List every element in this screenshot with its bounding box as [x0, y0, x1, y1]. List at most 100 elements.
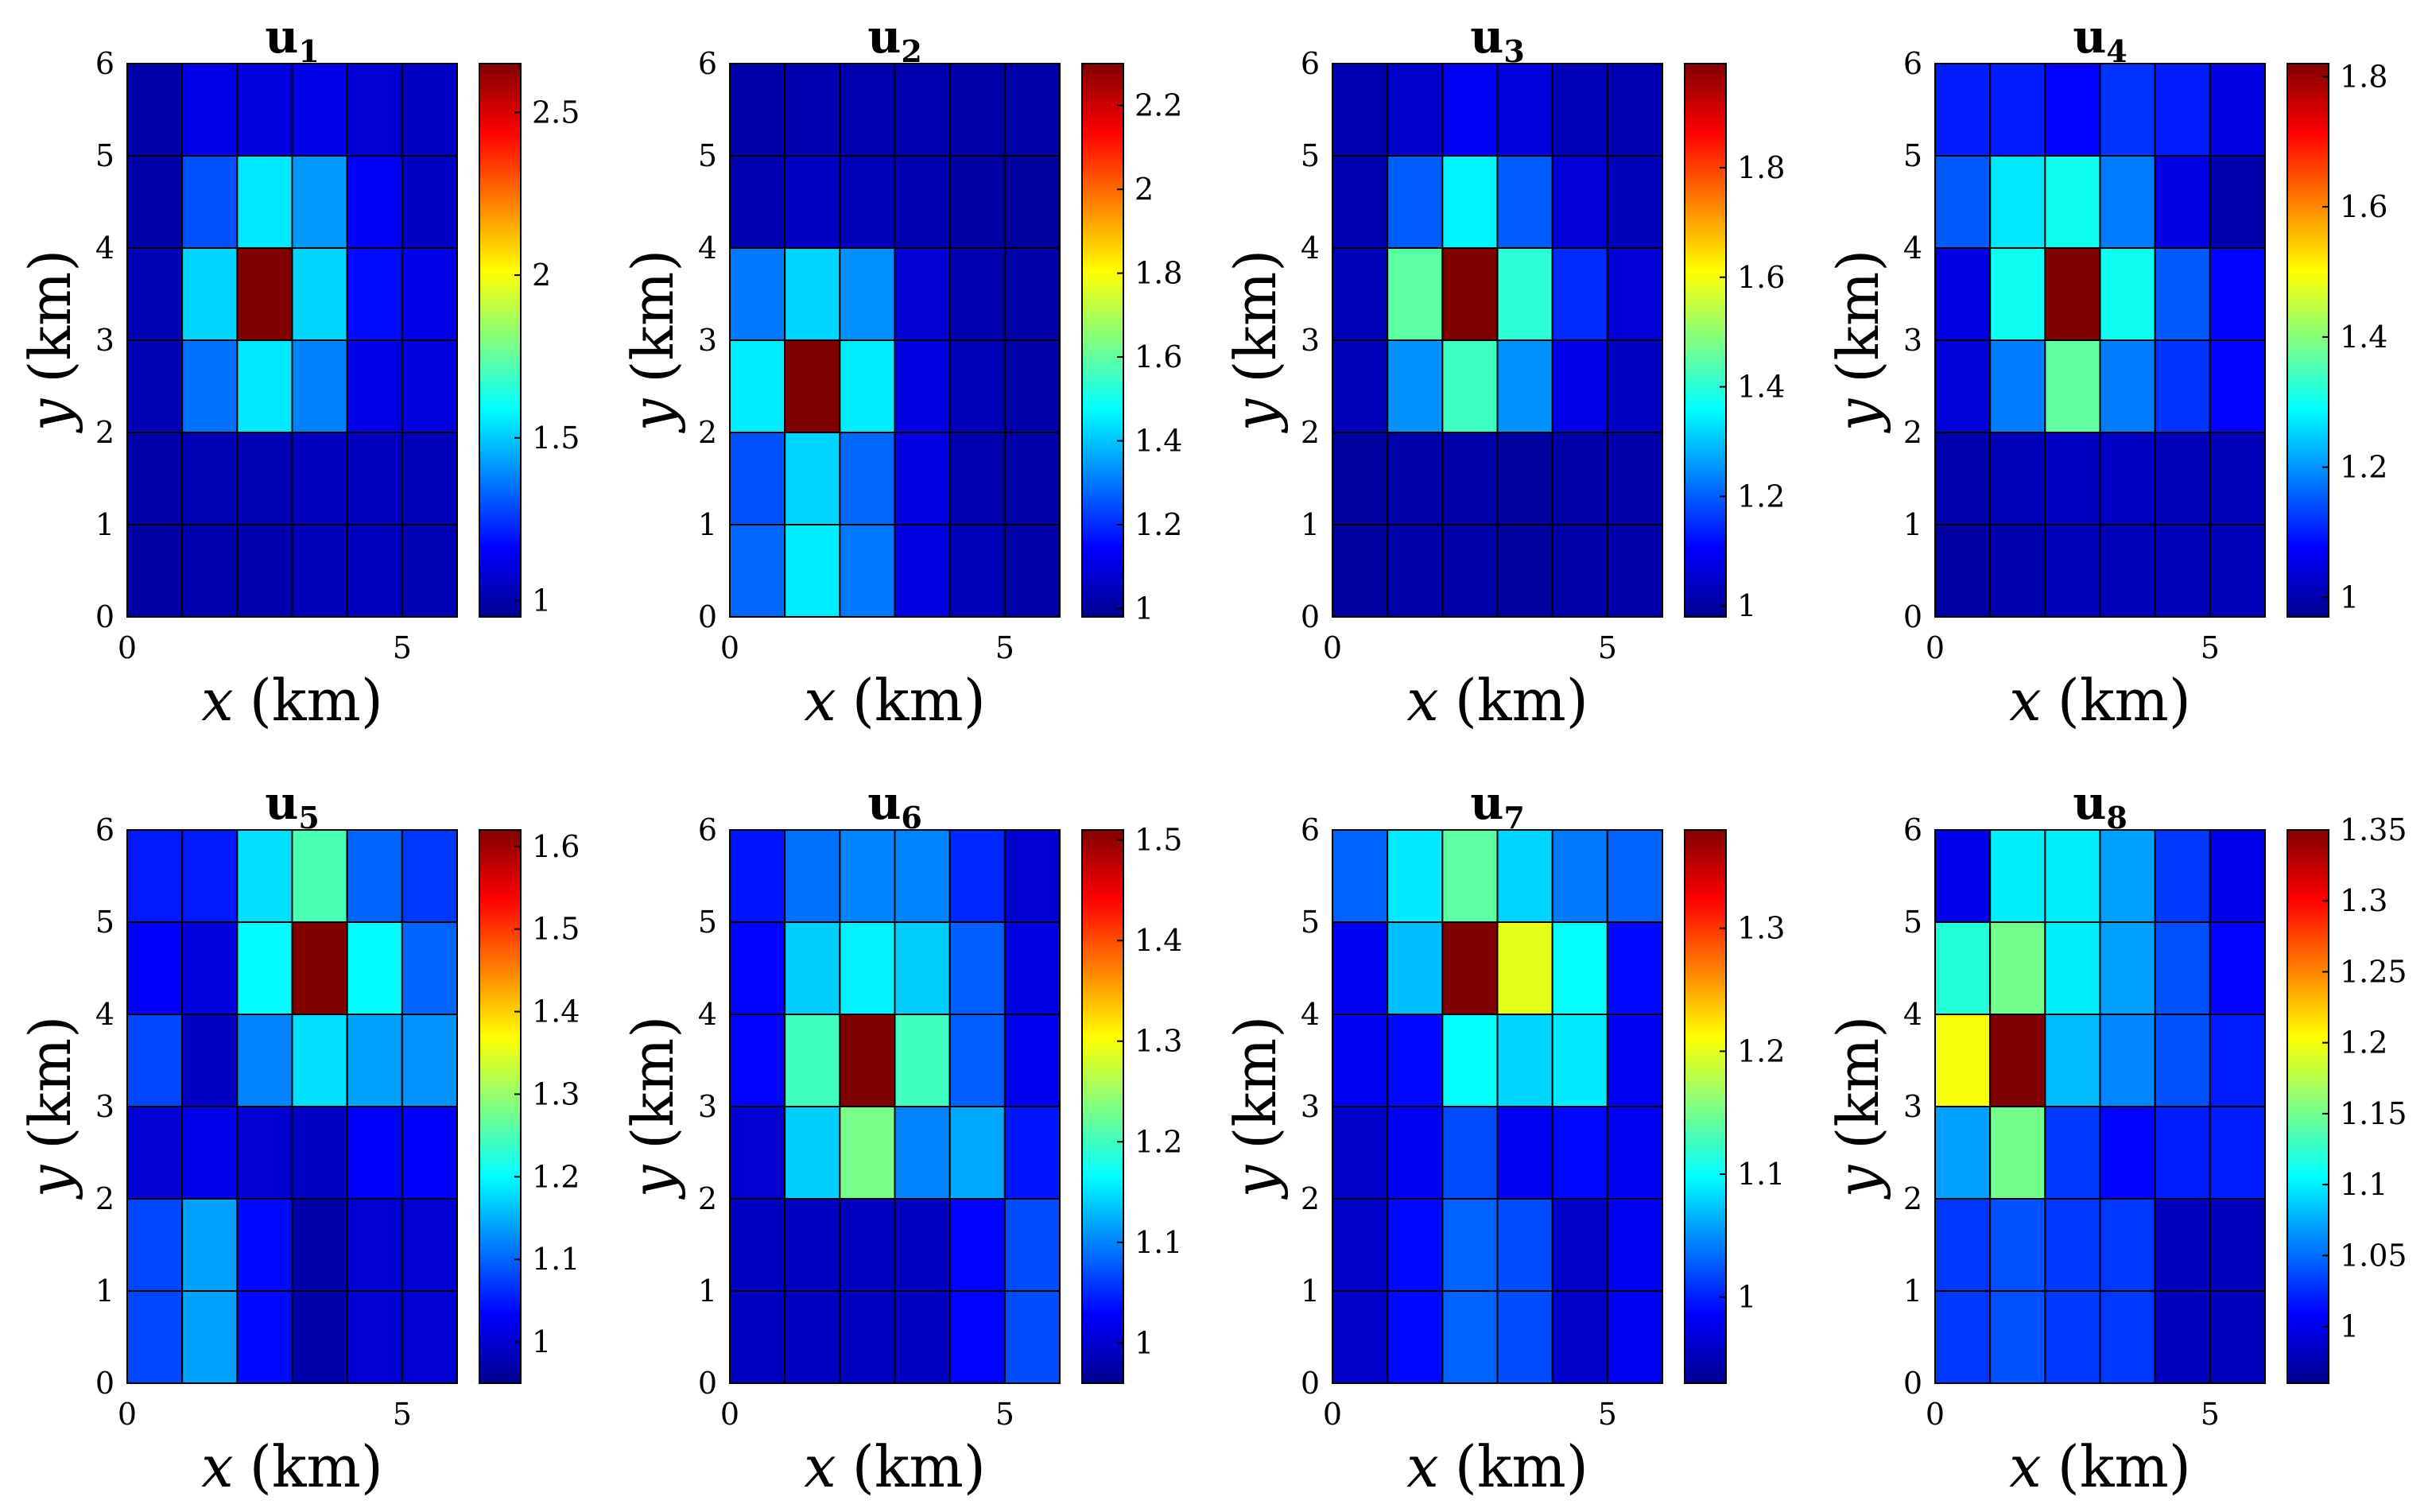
heatmap-cell — [1606, 432, 1664, 525]
y-tick-label: 0 — [1903, 599, 1922, 634]
y-tick-label: 3 — [95, 1089, 114, 1124]
heatmap-cell — [784, 829, 841, 923]
heatmap-cell — [1387, 524, 1444, 618]
heatmap-cell — [346, 1106, 403, 1200]
heatmap-cell — [2209, 1106, 2266, 1200]
heatmap-cell — [236, 63, 293, 157]
heatmap-cell — [2099, 921, 2156, 1015]
heatmap-cell — [2099, 63, 2156, 157]
x-axis-label: x (km) — [201, 667, 383, 734]
heatmap-cell — [894, 1014, 951, 1107]
heatmap-cell — [346, 524, 403, 618]
colorbar — [479, 829, 522, 1384]
heatmap-cell — [126, 524, 184, 618]
heatmap-cell — [291, 1290, 348, 1384]
heatmap-cell — [1496, 339, 1553, 433]
colorbar-tick-label: 1.8 — [2340, 59, 2387, 94]
heatmap-cell — [346, 63, 403, 157]
heatmap-cell — [784, 1014, 841, 1107]
colorbar-tick-label: 1.4 — [1135, 923, 1182, 958]
heatmap-cell — [2044, 339, 2101, 433]
y-axis-unit: (km) — [1825, 250, 1891, 383]
heatmap-cell — [1934, 1290, 1992, 1384]
colorbar-tick-label: 2 — [532, 258, 551, 293]
heatmap-cell — [401, 1290, 459, 1384]
heatmap-cell — [2099, 829, 2156, 923]
y-tick-label: 1 — [1903, 1274, 1922, 1308]
heatmap-cell — [1387, 829, 1444, 923]
heatmap-cell — [1606, 339, 1664, 433]
heatmap-cell — [126, 155, 184, 249]
y-axis-label: y (km) — [619, 1016, 686, 1200]
x-tick-label: 0 — [118, 630, 137, 665]
heatmap-cell — [1606, 524, 1664, 618]
heatmap-cell — [236, 524, 293, 618]
panel-title: u2 — [867, 10, 922, 69]
colorbar-tick-label: 1 — [2340, 580, 2359, 614]
heatmap-cell — [1441, 63, 1499, 157]
colorbar-tick-label: 1.2 — [1135, 507, 1182, 542]
heatmap-cell — [2099, 1014, 2156, 1107]
y-tick-label: 0 — [1903, 1366, 1922, 1401]
panel-title-subscript: 1 — [298, 33, 319, 69]
heatmap-cell — [2044, 432, 2101, 525]
colorbar-tick-label: 2.2 — [1135, 88, 1182, 123]
heatmap-cell — [1934, 921, 1992, 1015]
heatmap-cell — [1441, 921, 1499, 1015]
y-tick-label: 2 — [1301, 415, 1320, 450]
heatmap-cell — [1003, 524, 1061, 618]
heatmap-cell — [784, 1106, 841, 1200]
heatmap-cell — [1441, 1014, 1499, 1107]
panel-title-subscript: 6 — [901, 800, 921, 835]
x-tick-label: 5 — [393, 1397, 412, 1432]
heatmap-cell — [729, 155, 786, 249]
heatmap-cell — [2209, 339, 2266, 433]
heatmap-cell — [401, 1106, 459, 1200]
heatmap-cell — [1551, 1014, 1608, 1107]
colorbar-tick-label: 1 — [532, 1324, 551, 1359]
y-tick-label: 4 — [1301, 997, 1320, 1032]
heatmap-cell — [346, 1198, 403, 1292]
heatmap-cell — [1332, 63, 1389, 157]
heatmap-cell — [181, 1198, 239, 1292]
y-tick-label: 4 — [95, 997, 114, 1032]
y-axis-unit: (km) — [619, 250, 686, 383]
heatmap-cell — [1934, 829, 1992, 923]
heatmap-cell — [1003, 1014, 1061, 1107]
colorbar-tick-label: 1.4 — [1135, 424, 1182, 459]
heatmap-cell — [1387, 247, 1444, 341]
heatmap-cell — [2154, 155, 2211, 249]
y-axis-label: y (km) — [1222, 1016, 1289, 1200]
heatmap-cell — [1496, 1198, 1553, 1292]
heatmap-cell — [1989, 1106, 2046, 1200]
heatmap-cell — [291, 1198, 348, 1292]
heatmap-cell — [2044, 155, 2101, 249]
colorbar-tick-label: 1 — [532, 583, 551, 618]
y-tick-label: 6 — [1301, 46, 1320, 81]
y-axis-unit: (km) — [1222, 250, 1289, 383]
heatmap-cell — [2209, 247, 2266, 341]
heatmap-cell — [401, 63, 459, 157]
heatmap-cell — [839, 155, 896, 249]
heatmap-cell — [2099, 155, 2156, 249]
heatmap-cell — [1496, 1014, 1553, 1107]
heatmap-cell — [1989, 1198, 2046, 1292]
colorbar-tick-label: 1 — [2340, 1309, 2359, 1344]
heatmap-cell — [346, 155, 403, 249]
heatmap-cell — [181, 155, 239, 249]
y-tick-label: 0 — [698, 599, 717, 634]
y-tick-label: 3 — [1903, 323, 1922, 358]
heatmap-cell — [1387, 339, 1444, 433]
heatmap-cell — [1989, 155, 2046, 249]
heatmap-cell — [1934, 432, 1992, 525]
heatmap-cell — [1606, 1198, 1664, 1292]
heatmap-cell — [401, 921, 459, 1015]
y-tick-label: 2 — [1903, 1181, 1922, 1216]
y-tick-label: 2 — [95, 415, 114, 450]
heatmap-cell — [948, 432, 1006, 525]
colorbar-tick-label: 1.4 — [1737, 370, 1785, 405]
x-tick-label: 0 — [1926, 1397, 1945, 1432]
heatmap-cell — [948, 1198, 1006, 1292]
y-axis-unit: (km) — [1222, 1016, 1289, 1150]
